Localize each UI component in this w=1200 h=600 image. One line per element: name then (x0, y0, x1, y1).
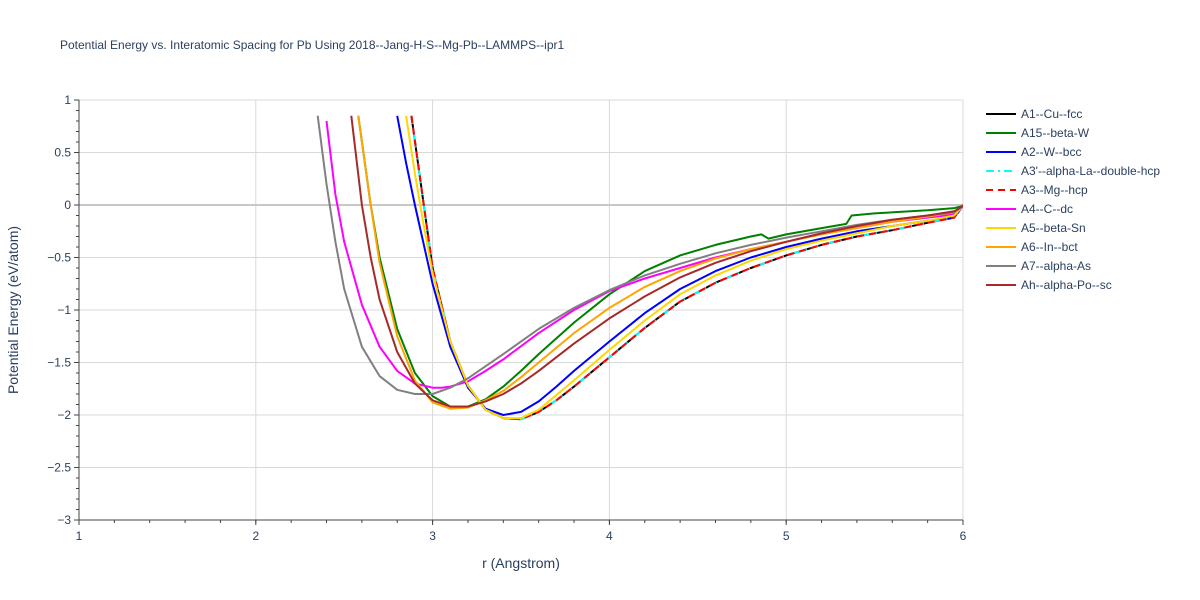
x-tick-label: 6 (960, 529, 967, 543)
legend-label[interactable]: Ah--alpha-Po--sc (1021, 278, 1112, 292)
y-axis-title: Potential Energy (eV/atom) (5, 226, 21, 394)
y-tick-label: −0.5 (47, 251, 71, 265)
legend-label[interactable]: A2--W--bcc (1021, 145, 1081, 159)
x-tick-label: 4 (606, 529, 613, 543)
legend-label[interactable]: A1--Cu--fcc (1021, 107, 1082, 121)
x-tick-label: 5 (783, 529, 790, 543)
chart-title: Potential Energy vs. Interatomic Spacing… (60, 38, 565, 52)
series-line (350, 115, 963, 408)
series-line (357, 115, 963, 410)
y-tick-label: −1 (57, 303, 71, 317)
y-tick-label: 0.5 (54, 146, 71, 160)
series-line (396, 115, 963, 416)
y-tick-label: −1.5 (47, 356, 71, 370)
x-tick-label: 1 (76, 529, 83, 543)
series-line (316, 115, 963, 395)
grid (79, 99, 964, 520)
x-axis-title: r (Angstrom) (482, 555, 560, 571)
y-tick-label: 0 (64, 198, 71, 212)
y-tick-label: −2.5 (47, 461, 71, 475)
legend-label[interactable]: A3'--alpha-La--double-hcp (1021, 164, 1160, 178)
series-lines (316, 115, 963, 421)
legend-label[interactable]: A15--beta-W (1021, 126, 1090, 140)
x-tick-label: 3 (429, 529, 436, 543)
legend: A1--Cu--fcc A15--beta-W A2--W--bcc A3'--alp… (986, 107, 1160, 292)
legend-label[interactable]: A3--Mg--hcp (1021, 183, 1088, 197)
y-tick-label: −2 (57, 408, 71, 422)
legend-label[interactable]: A6--In--bct (1021, 240, 1078, 254)
legend-label[interactable]: A4--C--dc (1021, 202, 1073, 216)
series-line (410, 115, 963, 421)
y-tick-label: −3 (57, 513, 71, 527)
axes: 1 2 3 4 5 6 1 0.5 0 −0.5 −1 −1.5 −2 −2.5 −3 (47, 93, 966, 543)
series-line (405, 115, 963, 420)
legend-label[interactable]: A5--beta-Sn (1021, 221, 1086, 235)
legend-label[interactable]: A7--alpha-As (1021, 259, 1091, 273)
x-tick-label: 2 (252, 529, 259, 543)
y-tick-label: 1 (64, 93, 71, 107)
